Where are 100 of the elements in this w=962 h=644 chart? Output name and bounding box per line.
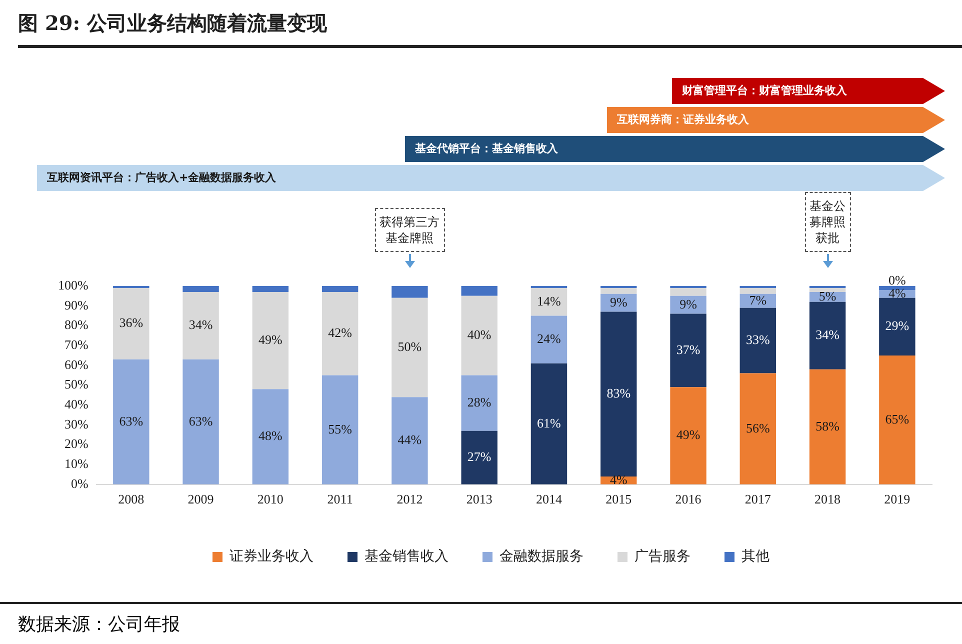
bar bbox=[809, 369, 846, 484]
data-label: 36% bbox=[119, 315, 144, 330]
data-label: 5% bbox=[818, 288, 836, 304]
bar bbox=[461, 286, 498, 296]
legend-label: 基金销售收入 bbox=[364, 548, 448, 565]
x-tick-label: 2018 bbox=[814, 492, 841, 507]
data-label: 33% bbox=[746, 332, 770, 347]
bar bbox=[530, 316, 568, 364]
y-tick-label: 30% bbox=[64, 416, 88, 432]
y-tick-label: 50% bbox=[64, 376, 88, 392]
data-label: 63% bbox=[188, 413, 213, 428]
data-label: 14% bbox=[537, 293, 562, 308]
data-label: 49% bbox=[258, 332, 283, 347]
annotation: 基金公募牌照获批 bbox=[804, 192, 851, 252]
bar bbox=[670, 296, 706, 314]
bar bbox=[461, 296, 498, 376]
x-tick-label: 2013 bbox=[466, 492, 492, 507]
data-label: 37% bbox=[676, 342, 700, 357]
data-label: 55% bbox=[328, 421, 352, 436]
annotation: 获得第三方基金牌照 bbox=[374, 208, 445, 252]
data-label: 44% bbox=[398, 432, 422, 448]
bar bbox=[740, 288, 776, 294]
data-label: 28% bbox=[467, 394, 492, 410]
x-tick-label: 2015 bbox=[606, 492, 632, 507]
legend-label: 证券业务收入 bbox=[230, 548, 314, 565]
bar bbox=[182, 286, 219, 292]
data-label: 58% bbox=[816, 418, 840, 434]
y-tick-label: 40% bbox=[64, 396, 88, 412]
y-tick-label: 100% bbox=[58, 277, 88, 292]
arrow-banner: 基金代销平台：基金销售收入 bbox=[405, 136, 945, 162]
data-label: 56% bbox=[746, 420, 770, 436]
bar bbox=[670, 387, 706, 484]
y-tick-label: 10% bbox=[64, 456, 88, 471]
bar bbox=[322, 286, 358, 292]
bar bbox=[461, 375, 498, 431]
arrow-banner: 互联网资讯平台：广告收入+金融数据服务收入 bbox=[37, 165, 945, 191]
legend-label: 金融数据服务 bbox=[500, 548, 584, 565]
x-tick-label: 2011 bbox=[327, 492, 353, 507]
data-label: 29% bbox=[885, 318, 910, 334]
x-tick-label: 2017 bbox=[744, 492, 772, 507]
bar bbox=[600, 312, 637, 476]
data-label: 50% bbox=[398, 338, 422, 354]
arrow-banner: 互联网券商：证券业务收入 bbox=[607, 107, 945, 133]
data-label: 49% bbox=[676, 427, 700, 442]
bar bbox=[252, 292, 289, 390]
bar bbox=[670, 314, 706, 388]
data-label: 48% bbox=[258, 428, 283, 444]
bar bbox=[600, 288, 637, 294]
data-label: 65% bbox=[885, 411, 910, 426]
arrow-banner: 财富管理平台：财富管理业务收入 bbox=[672, 78, 945, 104]
bar bbox=[392, 298, 428, 398]
x-tick-label: 2012 bbox=[396, 492, 423, 507]
data-label: 4% bbox=[610, 472, 628, 487]
bar bbox=[530, 363, 568, 484]
y-tick-label: 90% bbox=[64, 297, 88, 312]
bar bbox=[530, 288, 568, 316]
bar bbox=[670, 288, 706, 296]
data-label: 9% bbox=[680, 296, 698, 312]
chart-title: 图 29: 公司业务结构随着流量变现 bbox=[18, 10, 962, 48]
x-tick-label: 2019 bbox=[884, 492, 910, 507]
bar bbox=[740, 308, 776, 374]
data-label: 4% bbox=[888, 285, 906, 300]
data-label: 0% bbox=[888, 272, 906, 288]
x-tick-label: 2009 bbox=[188, 492, 214, 507]
data-label: 27% bbox=[467, 449, 492, 464]
bar bbox=[809, 288, 846, 292]
source-note: 数据来源：公司年报 bbox=[0, 602, 962, 636]
data-label: 40% bbox=[467, 327, 492, 342]
data-label: 34% bbox=[816, 327, 840, 342]
bar bbox=[879, 298, 916, 356]
bar bbox=[461, 430, 498, 484]
x-tick-label: 2010 bbox=[257, 492, 284, 507]
data-label: 42% bbox=[328, 325, 352, 340]
bar bbox=[113, 288, 150, 360]
data-label: 63% bbox=[119, 413, 144, 428]
bar bbox=[740, 373, 776, 484]
y-tick-label: 60% bbox=[64, 356, 88, 372]
bar bbox=[879, 355, 916, 484]
bar bbox=[392, 397, 428, 484]
x-tick-label: 2016 bbox=[675, 492, 702, 507]
x-tick-label: 2014 bbox=[536, 492, 562, 507]
bar bbox=[113, 359, 150, 484]
x-tick-label: 2008 bbox=[118, 492, 144, 507]
data-label: 34% bbox=[188, 317, 213, 332]
y-tick-label: 70% bbox=[64, 336, 88, 352]
bar bbox=[182, 292, 219, 360]
bar bbox=[322, 375, 358, 484]
bar bbox=[252, 389, 289, 484]
y-tick-label: 80% bbox=[64, 317, 88, 332]
data-label: 9% bbox=[610, 294, 628, 310]
data-label: 7% bbox=[749, 292, 767, 308]
y-tick-label: 20% bbox=[64, 436, 88, 452]
bar bbox=[809, 302, 846, 370]
legend-label: 其他 bbox=[742, 548, 770, 565]
bar bbox=[879, 286, 916, 290]
bar bbox=[322, 292, 358, 376]
data-label: 24% bbox=[537, 330, 562, 346]
y-tick-label: 0% bbox=[70, 476, 88, 491]
bar bbox=[182, 359, 219, 484]
legend-label: 广告服务 bbox=[634, 548, 690, 565]
